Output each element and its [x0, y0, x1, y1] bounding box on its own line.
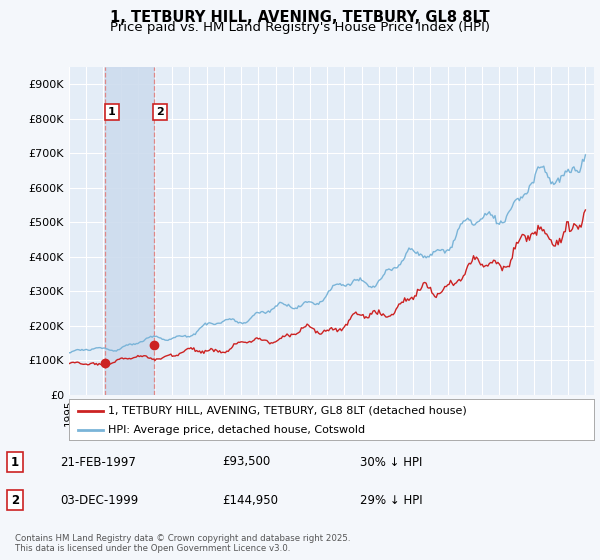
Text: 2: 2: [11, 493, 19, 507]
Text: 29% ↓ HPI: 29% ↓ HPI: [360, 493, 422, 507]
Bar: [106, 67, 154, 395]
Text: Contains HM Land Registry data © Crown copyright and database right 2025.
This d: Contains HM Land Registry data © Crown c…: [15, 534, 350, 553]
Text: 30% ↓ HPI: 30% ↓ HPI: [360, 455, 422, 469]
Text: 1: 1: [11, 455, 19, 469]
Text: 1: 1: [108, 107, 116, 117]
Text: Price paid vs. HM Land Registry's House Price Index (HPI): Price paid vs. HM Land Registry's House …: [110, 21, 490, 34]
Text: 1, TETBURY HILL, AVENING, TETBURY, GL8 8LT (detached house): 1, TETBURY HILL, AVENING, TETBURY, GL8 8…: [109, 405, 467, 416]
Text: 03-DEC-1999: 03-DEC-1999: [60, 493, 138, 507]
Text: £144,950: £144,950: [222, 493, 278, 507]
Text: 21-FEB-1997: 21-FEB-1997: [60, 455, 136, 469]
Text: HPI: Average price, detached house, Cotswold: HPI: Average price, detached house, Cots…: [109, 424, 365, 435]
Text: £93,500: £93,500: [222, 455, 270, 469]
Text: 2: 2: [156, 107, 164, 117]
Text: 1, TETBURY HILL, AVENING, TETBURY, GL8 8LT: 1, TETBURY HILL, AVENING, TETBURY, GL8 8…: [110, 10, 490, 25]
